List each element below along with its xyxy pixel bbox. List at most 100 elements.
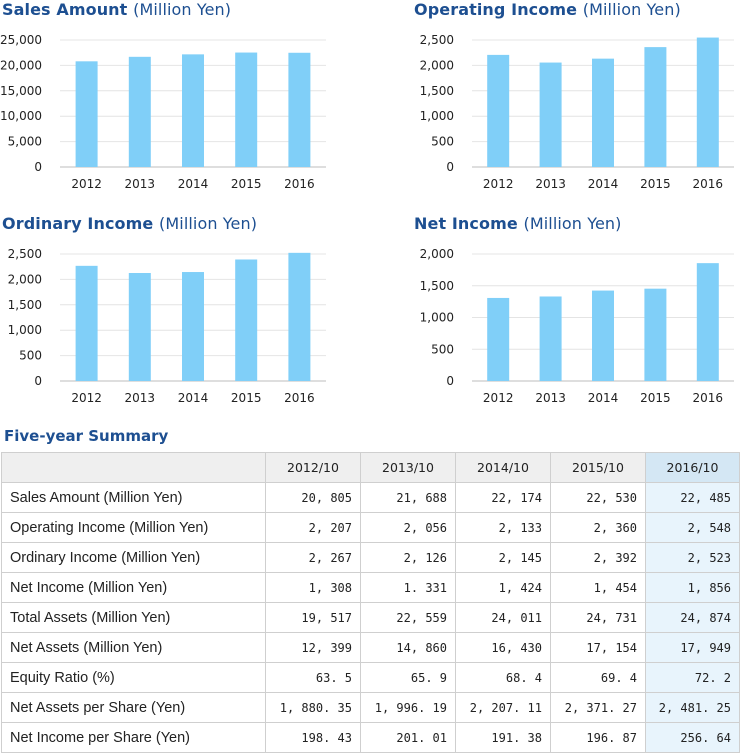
bar-2015 (235, 52, 258, 167)
y-tick-label: 1,000 (420, 109, 454, 123)
table-cell: 1, 880. 35 (265, 692, 361, 723)
column-header-latest: 2016/10 (645, 452, 740, 483)
table-cell: 256. 64 (645, 722, 740, 753)
table-row: Sales Amount (Million Yen) 20, 805 21, 688… (1, 482, 740, 513)
table-cell: 22, 530 (550, 482, 646, 513)
y-tick-label: 500 (19, 349, 42, 363)
chart-title-main: Sales Amount (2, 0, 128, 19)
chart-title-unit: (Million Yen) (523, 214, 622, 233)
x-tick-label: 2012 (483, 391, 514, 405)
chart-title-unit: (Million Yen) (133, 0, 232, 19)
y-tick-label: 1,000 (420, 311, 454, 325)
table-cell: 1, 996. 19 (360, 692, 456, 723)
y-tick-label: 0 (446, 160, 454, 174)
bar-2015 (644, 288, 667, 381)
x-tick-label: 2013 (125, 177, 156, 191)
summary-table: 2012/10 2013/10 2014/10 2015/10 2016/10 … (1, 452, 740, 753)
y-tick-label: 1,500 (420, 84, 454, 98)
bar-chart-svg: 0 500 1,000 1,500 2,000 2,500 2012 2013 2014 2015… (8, 247, 326, 405)
y-tick-label: 2,000 (8, 272, 42, 286)
chart-title-main: Operating Income (414, 0, 578, 19)
column-header: 2012/10 (265, 452, 361, 483)
x-tick-label: 2012 (71, 391, 102, 405)
bar-2013 (539, 62, 562, 167)
y-tick-label: 1,000 (8, 323, 42, 337)
bar-2016 (288, 52, 311, 167)
x-tick-label: 2016 (693, 391, 724, 405)
y-tick-label: 2,000 (420, 58, 454, 72)
bar-2012 (75, 265, 98, 381)
table-cell: 12, 399 (265, 632, 361, 663)
table-cell: 2, 207 (265, 512, 361, 543)
table-row: Total Assets (Million Yen) 19, 517 22, 559… (1, 602, 740, 633)
table-row: Net Assets per Share (Yen) 1, 880. 35 1, 9… (1, 692, 740, 723)
chart-ordinary-income: Ordinary Income (Million Yen) 0 500 1,000 1… (2, 214, 332, 414)
table-cell: 65. 9 (360, 662, 456, 693)
bar-2014 (182, 54, 204, 167)
y-tick-label: 25,000 (0, 33, 42, 47)
chart-operating-income: Operating Income (Million Yen) 0 500 1,000… (414, 0, 740, 200)
y-tick-label: 2,500 (420, 33, 454, 47)
table-cell: 2, 548 (645, 512, 740, 543)
x-tick-label: 2013 (125, 391, 156, 405)
table-row: Net Income (Million Yen) 1, 308 1. 331 1, 4… (1, 572, 740, 603)
table-row: Net Income per Share (Yen) 198. 43 201. 01… (1, 722, 740, 753)
x-tick-label: 2016 (284, 391, 315, 405)
bar-2012 (487, 54, 510, 167)
bar-2014 (592, 290, 614, 381)
table-cell: 68. 4 (455, 662, 551, 693)
row-label: Operating Income (Million Yen) (1, 512, 266, 543)
bar-chart-svg: 0 500 1,000 1,500 2,000 2012 2013 2014 2015 2016 (420, 247, 734, 405)
chart-title: Operating Income (Million Yen) (414, 0, 681, 19)
x-tick-label: 2015 (231, 391, 262, 405)
row-label: Net Income (Million Yen) (1, 572, 266, 603)
row-label: Net Income per Share (Yen) (1, 722, 266, 753)
table-cell: 1, 424 (455, 572, 551, 603)
table-cell: 2, 126 (360, 542, 456, 573)
y-tick-label: 2,500 (8, 247, 42, 261)
x-tick-label: 2014 (588, 177, 619, 191)
chart-title: Ordinary Income (Million Yen) (2, 214, 257, 233)
table-cell: 2, 523 (645, 542, 740, 573)
x-tick-label: 2015 (640, 177, 671, 191)
table-cell: 24, 731 (550, 602, 646, 633)
y-tick-label: 20,000 (0, 58, 42, 72)
bar-2014 (182, 272, 204, 381)
y-tick-label: 1,500 (420, 279, 454, 293)
table-row: Ordinary Income (Million Yen) 2, 267 2, 12… (1, 542, 740, 573)
table-cell: 22, 485 (645, 482, 740, 513)
x-tick-label: 2012 (483, 177, 514, 191)
bar-2013 (539, 296, 562, 381)
y-tick-label: 0 (34, 374, 42, 388)
row-label: Net Assets per Share (Yen) (1, 692, 266, 723)
table-cell: 2, 481. 25 (645, 692, 740, 723)
bar-chart-svg: 0 5,000 10,000 15,000 20,000 25,000 2012 2013 20… (0, 33, 326, 191)
chart-net-income: Net Income (Million Yen) 0 500 1,000 1,500 2… (414, 214, 740, 414)
x-tick-label: 2014 (178, 177, 209, 191)
table-cell: 1. 331 (360, 572, 456, 603)
x-tick-label: 2012 (71, 177, 102, 191)
bar-2016 (288, 252, 311, 381)
chart-title-main: Net Income (414, 214, 518, 233)
chart-title: Net Income (Million Yen) (414, 214, 622, 233)
chart-title: Sales Amount (Million Yen) (2, 0, 231, 19)
bar-2012 (75, 61, 98, 167)
x-tick-label: 2016 (693, 177, 724, 191)
table-cell: 191. 38 (455, 722, 551, 753)
column-header: 2013/10 (360, 452, 456, 483)
bar-2015 (235, 259, 258, 381)
table-cell: 196. 87 (550, 722, 646, 753)
table-cell: 24, 874 (645, 602, 740, 633)
table-cell: 2, 360 (550, 512, 646, 543)
bar-2016 (696, 263, 719, 381)
row-label: Ordinary Income (Million Yen) (1, 542, 266, 573)
table-cell: 2, 207. 11 (455, 692, 551, 723)
y-tick-label: 0 (34, 160, 42, 174)
x-tick-label: 2013 (535, 391, 566, 405)
table-cell: 201. 01 (360, 722, 456, 753)
chart-title-main: Ordinary Income (2, 214, 154, 233)
bar-2015 (644, 47, 667, 167)
row-label: Equity Ratio (%) (1, 662, 266, 693)
table-cell: 24, 011 (455, 602, 551, 633)
bar-2012 (487, 297, 510, 381)
